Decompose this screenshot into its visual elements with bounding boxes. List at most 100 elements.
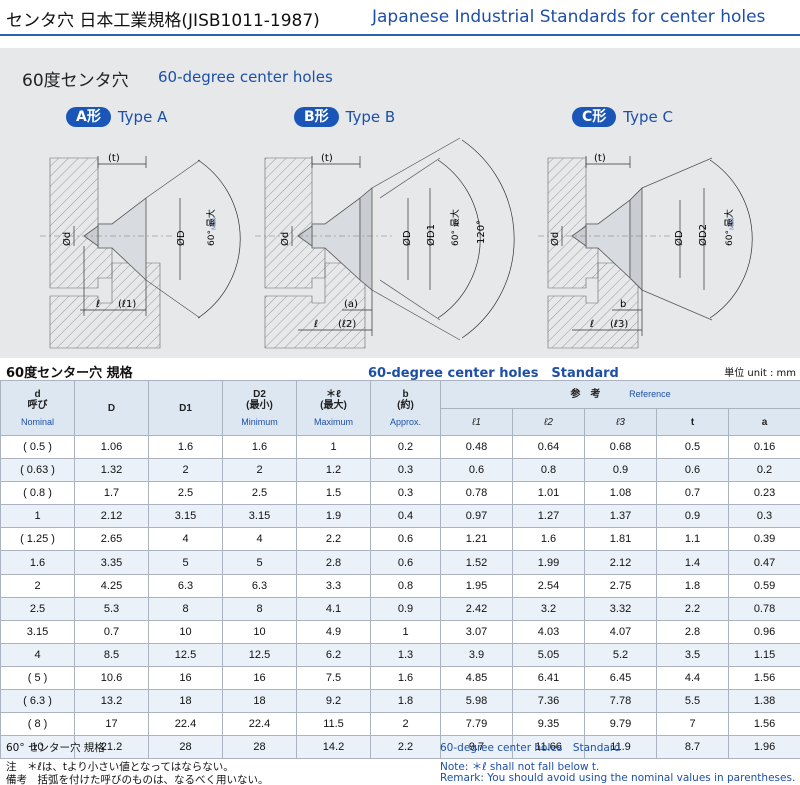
table-cell: 3.07 [440, 619, 513, 644]
table-cell: 0.6 [370, 550, 441, 575]
table-cell: 2 [222, 458, 297, 483]
table-cell: 2.2 [370, 735, 441, 760]
table-cell: 0.8 [512, 458, 585, 483]
type-b-l2-label: (ℓ2) [338, 319, 356, 330]
table-cell: 4.25 [74, 573, 149, 598]
table-cell: 0.23 [727, 481, 800, 506]
table-cell: 9.2 [296, 689, 371, 714]
table-cell: 2.5 [0, 596, 75, 621]
type-b-name: Type B [345, 108, 396, 126]
table-cell: 0.2 [370, 434, 441, 460]
table-cell: 5 [222, 550, 297, 575]
table-cell: 11.5 [296, 712, 371, 737]
table-cell: 3.15 [0, 619, 75, 644]
table-cell: 1.06 [74, 434, 149, 460]
table-cell: 0.6 [370, 527, 441, 552]
table-row: 2 4.25 6.3 6.3 3.3 0.8 1.95 2.54 2.75 1.8 0.59 [0, 573, 800, 598]
type-b-D1-label: ØD1 [425, 224, 437, 246]
table-cell: 4.85 [440, 665, 513, 691]
table-cell: 0.16 [727, 434, 800, 460]
col-header-l1: ℓ1 [440, 408, 513, 436]
table-cell: 2.54 [512, 573, 585, 598]
table-cell: 11.66 [512, 735, 585, 760]
table-cell: 14.2 [296, 735, 371, 760]
table-cell: 3.32 [584, 596, 657, 621]
table-row: ( 0.5 ) 1.06 1.6 1.6 1 0.2 0.48 0.64 0.68 0.5 0.16 [0, 434, 800, 460]
table-cell: 9.7 [440, 735, 513, 760]
type-c-l-label: ℓ [590, 319, 594, 330]
type-a-l1-label: (ℓ1) [118, 299, 136, 310]
table-cell: 1.6 [0, 550, 75, 575]
table-cell: 1.52 [440, 550, 513, 575]
table-cell: 4.9 [296, 619, 371, 644]
table-cell: ( 1.25 ) [0, 527, 75, 552]
table-cell: 6.3 [222, 573, 297, 598]
type-c-D2-label: ØD2 [697, 224, 709, 246]
table-cell: 4 [148, 527, 223, 552]
table-cell: 1.4 [656, 550, 729, 575]
type-b-angle120-label: 120° [476, 220, 487, 244]
footer-title-en: 60-degree center holes Standard [440, 742, 621, 754]
col-header-D: D [74, 380, 149, 436]
table-row: 10 21.2 28 28 14.2 2.2 9.7 11.66 11.9 8.7 1.96 [0, 735, 800, 760]
table-cell: 4.1 [296, 596, 371, 621]
table-cell: 1.95 [440, 573, 513, 598]
table-cell: 0.96 [727, 619, 800, 644]
table-cell: 3.15 [222, 504, 297, 529]
table-row: ( 8 ) 17 22.4 22.4 11.5 2 7.79 9.35 9.79 7 1.56 [0, 712, 800, 737]
type-a-t-label: (t) [108, 153, 120, 164]
table-cell: 0.64 [512, 434, 585, 460]
table-cell: ( 5 ) [0, 665, 75, 691]
table-cell: 1.9 [296, 504, 371, 529]
col-header-d: d 呼び Nominal [0, 380, 75, 436]
table-title-jp: 60度センター穴 規格 [6, 366, 133, 381]
col-header-D1: D1 [148, 380, 223, 436]
table-cell: 0.3 [370, 458, 441, 483]
table-cell: 0.3 [727, 504, 800, 529]
table-cell: 18 [148, 689, 223, 714]
type-c-diagram: (t) Ød ØD ØD2 60° 最大 Max b ℓ (ℓ3) [538, 153, 753, 349]
table-cell: 10 [148, 619, 223, 644]
type-a-diagram: (t) Ød ØD 60° 最大 Max ℓ (ℓ1) [40, 153, 241, 349]
type-c-angle-label: 60° 最大 [723, 209, 735, 246]
col-l-symbol: ＊ℓ [326, 388, 341, 400]
table-cell: ( 6.3 ) [0, 689, 75, 714]
type-b-diagram: (t) Ød ØD ØD1 60° 最大 120° (a) ℓ (ℓ2) [255, 137, 515, 349]
table-header-row: d 呼び Nominal D D1 D2 (最小) Minimum ＊ℓ (最大… [0, 380, 800, 436]
table-cell: 1.6 [370, 665, 441, 691]
table-cell: 1 [296, 434, 371, 460]
col-b-en: Approx. [389, 416, 422, 427]
table-cell: 0.68 [584, 434, 657, 460]
table-cell: 1.1 [656, 527, 729, 552]
table-cell: 5.5 [656, 689, 729, 714]
table-cell: 1.81 [584, 527, 657, 552]
table-cell: 7 [656, 712, 729, 737]
table-cell: 1.15 [727, 642, 800, 667]
table-cell: 4 [222, 527, 297, 552]
table-cell: 0.97 [440, 504, 513, 529]
table-cell: 1.2 [296, 458, 371, 483]
table-cell: 10.6 [74, 665, 149, 691]
table-cell: 2 [148, 458, 223, 483]
center-hole-spec-table: d 呼び Nominal D D1 D2 (最小) Minimum ＊ℓ (最大… [0, 380, 800, 760]
table-cell: 1.5 [296, 481, 371, 506]
table-cell: 5.98 [440, 689, 513, 714]
footer-remark-jp: 備考 括弧を付けた呼びのものは、なるべく用いない。 [6, 774, 269, 785]
table-cell: 28 [148, 735, 223, 760]
table-cell: 0.48 [440, 434, 513, 460]
type-b-t-label: (t) [321, 153, 333, 164]
reference-jp: 参 考 [570, 389, 601, 400]
type-c-t-label: (t) [594, 153, 606, 164]
col-d-en: Nominal [20, 416, 54, 427]
table-cell: 1.8 [656, 573, 729, 598]
table-cell: 0.47 [727, 550, 800, 575]
type-a-heading: A形 Type A [66, 107, 167, 127]
table-cell: 2.5 [222, 481, 297, 506]
page-title-jp: センタ穴 日本工業規格(JISB1011-1987) [6, 11, 320, 31]
col-header-a: a [727, 408, 800, 436]
table-cell: 1.37 [584, 504, 657, 529]
col-header-l3: ℓ3 [584, 408, 657, 436]
table-cell: 0.78 [440, 481, 513, 506]
table-cell: 2.2 [656, 596, 729, 621]
col-D2-en: Minimum [241, 416, 278, 427]
